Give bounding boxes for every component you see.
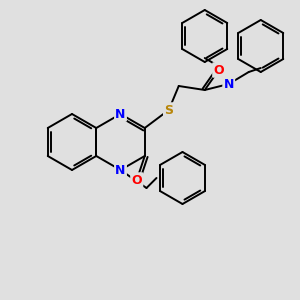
Text: S: S [164, 103, 173, 116]
Text: N: N [115, 164, 126, 176]
Text: N: N [115, 107, 126, 121]
Text: O: O [213, 64, 224, 76]
Text: N: N [224, 77, 234, 91]
Text: O: O [131, 173, 142, 187]
